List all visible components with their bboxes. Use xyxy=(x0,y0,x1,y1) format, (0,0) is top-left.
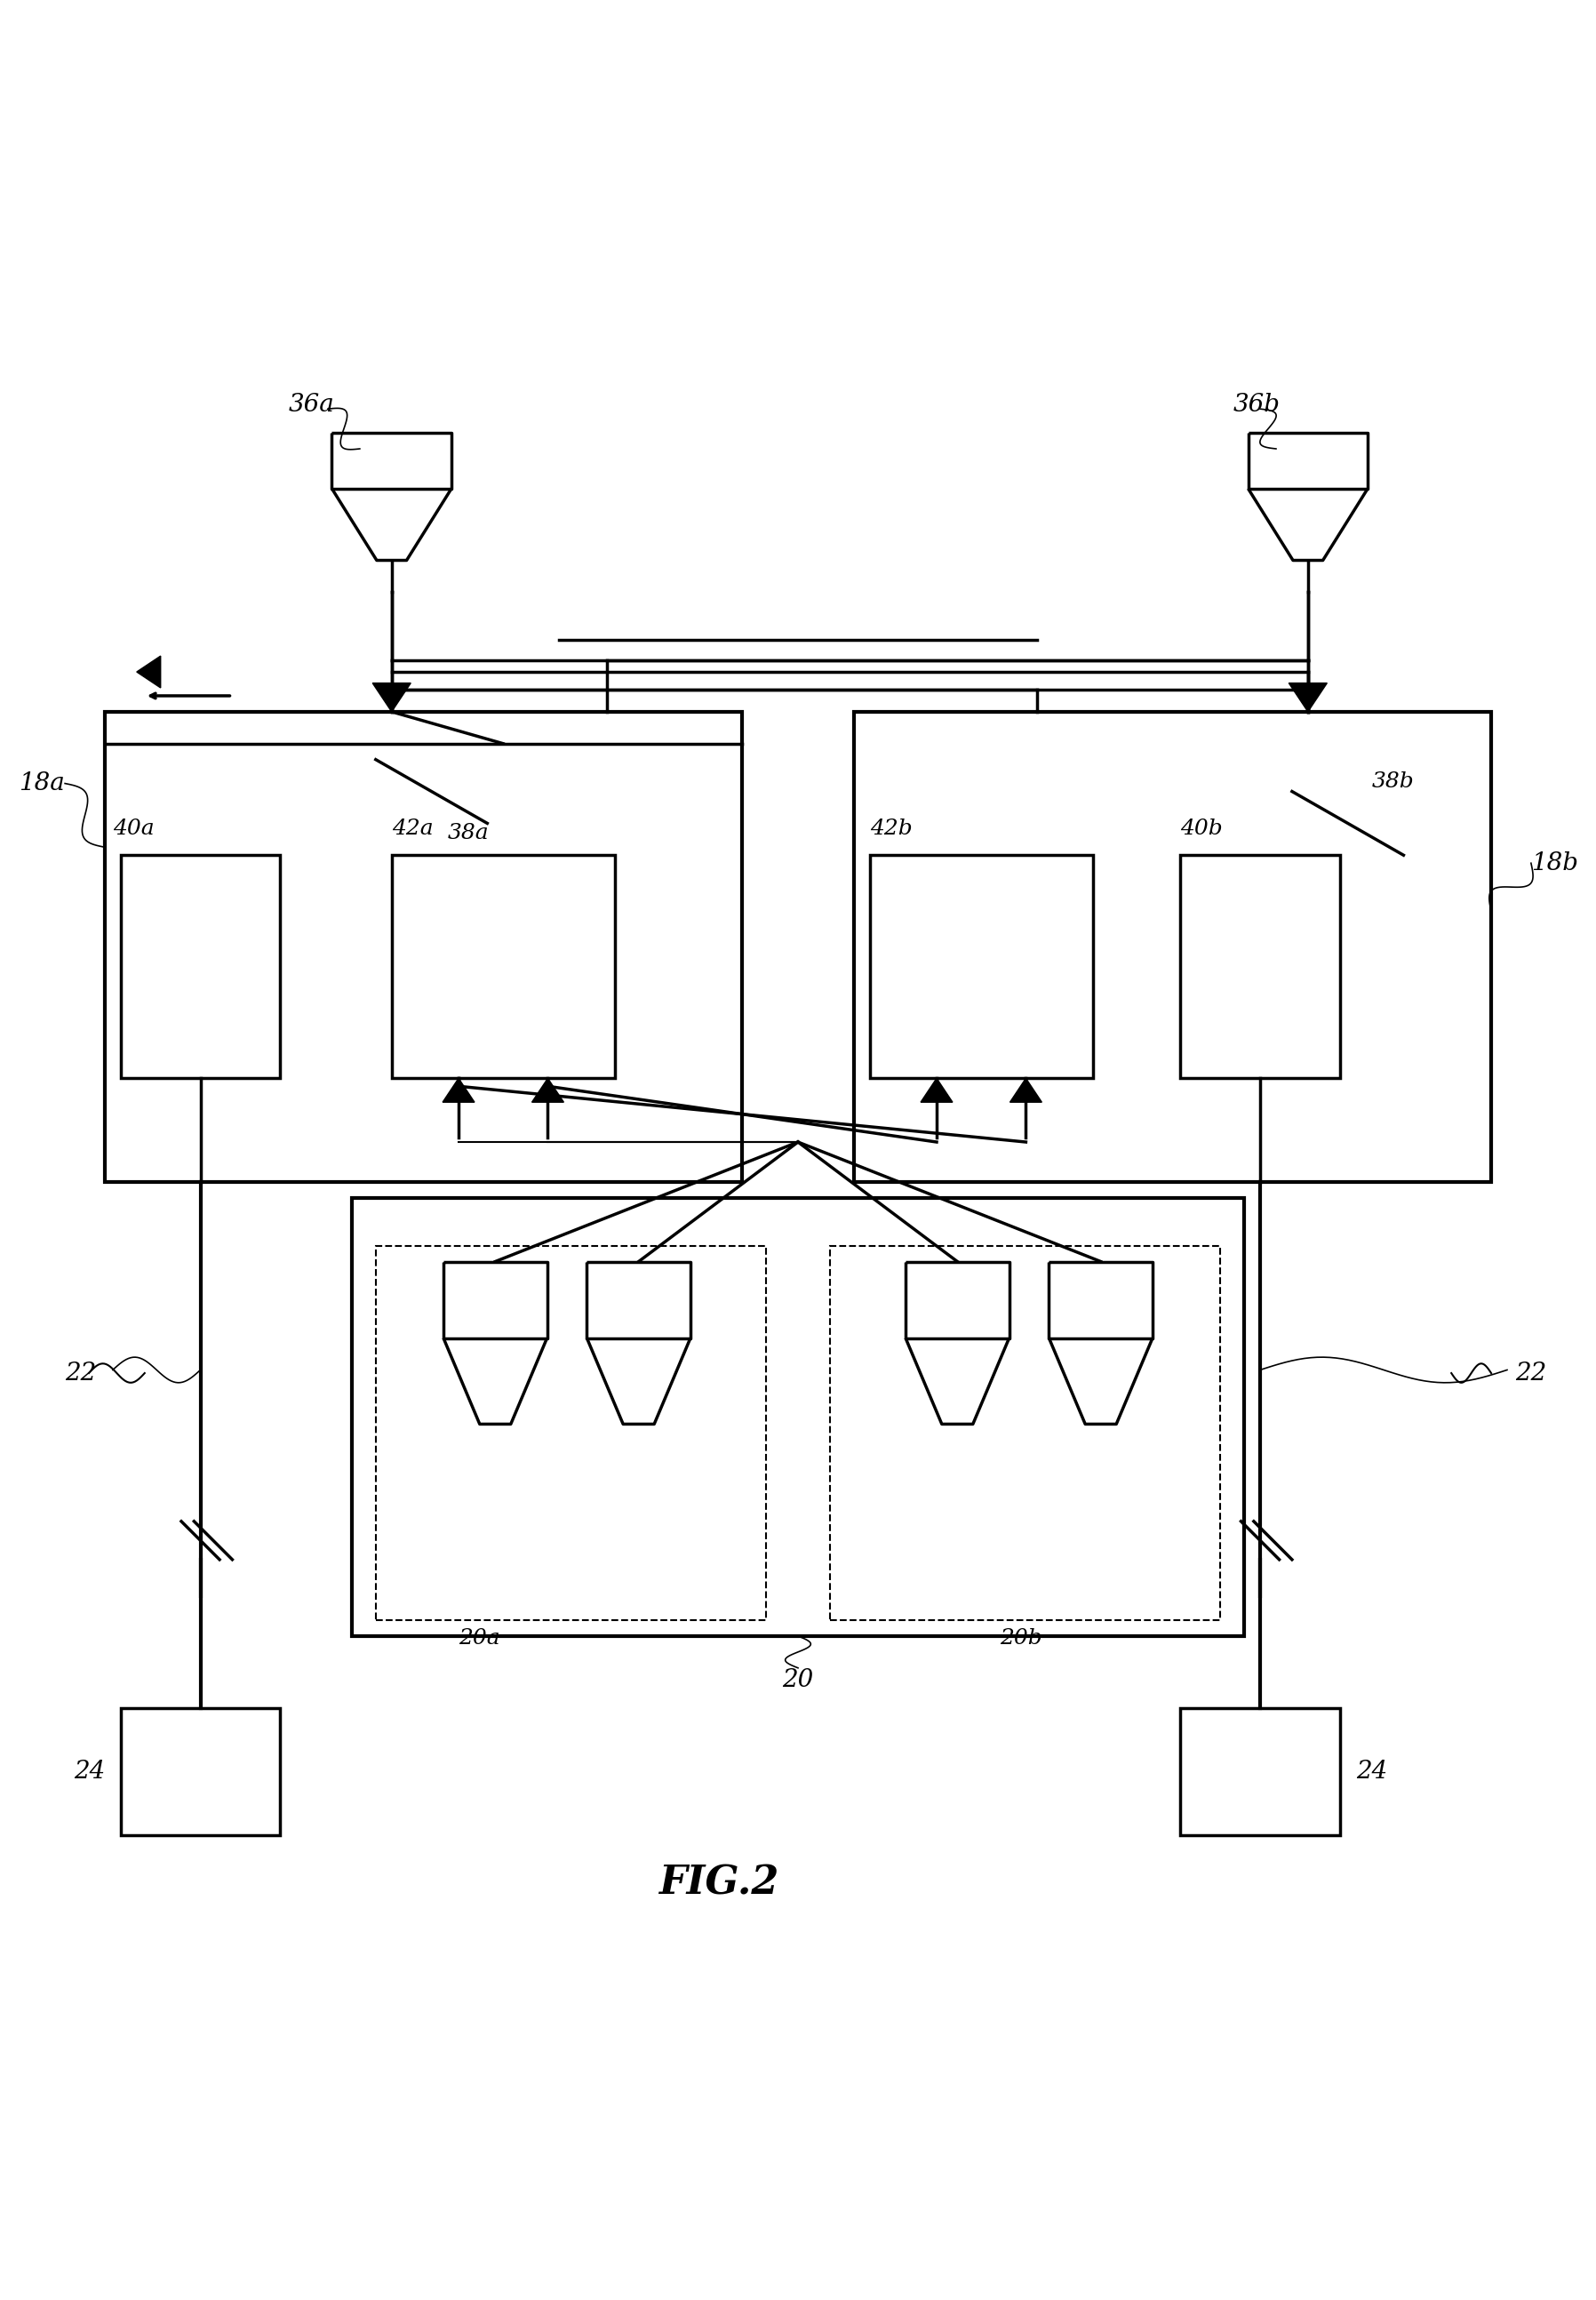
Text: FIG.2: FIG.2 xyxy=(658,1863,779,1902)
Polygon shape xyxy=(372,683,410,711)
Text: 42a: 42a xyxy=(391,819,433,840)
Bar xyxy=(1181,1709,1339,1835)
Bar xyxy=(121,1709,281,1835)
Text: 40a: 40a xyxy=(113,819,155,840)
Text: 20a: 20a xyxy=(458,1628,500,1649)
Text: 40b: 40b xyxy=(1181,819,1223,840)
Bar xyxy=(391,856,614,1079)
Text: 18a: 18a xyxy=(19,770,65,796)
Text: 36b: 36b xyxy=(1234,393,1280,416)
Bar xyxy=(854,711,1491,1182)
Bar xyxy=(830,1247,1221,1619)
Bar xyxy=(1181,856,1339,1079)
Text: 36a: 36a xyxy=(287,393,334,416)
Text: 20: 20 xyxy=(782,1668,814,1693)
Text: 18b: 18b xyxy=(1531,851,1578,874)
Polygon shape xyxy=(921,1079,953,1102)
Bar xyxy=(121,856,281,1079)
Polygon shape xyxy=(1290,683,1326,711)
Text: 22: 22 xyxy=(65,1362,96,1385)
Text: 24: 24 xyxy=(73,1760,105,1782)
Text: 38a: 38a xyxy=(447,823,488,844)
Text: 22: 22 xyxy=(1515,1362,1547,1385)
Bar xyxy=(375,1247,766,1619)
Bar xyxy=(870,856,1093,1079)
Polygon shape xyxy=(1010,1079,1042,1102)
Text: 20b: 20b xyxy=(999,1628,1042,1649)
Polygon shape xyxy=(531,1079,563,1102)
Polygon shape xyxy=(442,1079,474,1102)
Polygon shape xyxy=(137,656,161,688)
Text: 38b: 38b xyxy=(1371,770,1414,791)
Bar xyxy=(351,1198,1245,1635)
Bar xyxy=(105,711,742,1182)
Text: 24: 24 xyxy=(1355,1760,1387,1782)
Text: 42b: 42b xyxy=(870,819,913,840)
